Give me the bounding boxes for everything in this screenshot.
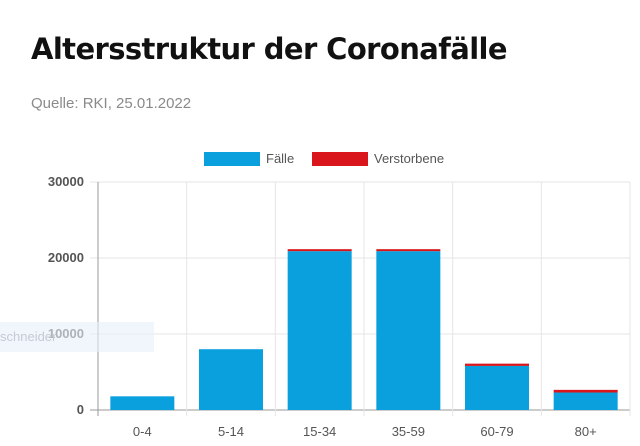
bar-faelle-80+[interactable] (553, 392, 618, 410)
bar-verstorbene-80+[interactable] (553, 389, 618, 393)
chart-title: Altersstruktur der Coronafälle (31, 32, 508, 66)
legend-swatch-verstorbene (312, 152, 368, 166)
bar-faelle-5-14[interactable] (199, 349, 263, 410)
x-tick-label: 60-79 (480, 424, 513, 439)
bar-verstorbene-60-79[interactable] (465, 363, 529, 366)
bar-faelle-35-59[interactable] (376, 251, 441, 410)
x-tick-label: 35-59 (392, 424, 425, 439)
bars (110, 249, 618, 410)
bar-faelle-15-34[interactable] (287, 251, 352, 410)
bar-verstorbene-35-59[interactable] (376, 249, 441, 252)
source-note: Quelle: RKI, 25.01.2022 (31, 95, 192, 112)
legend-label-verstorbene: Verstorbene (374, 151, 445, 166)
grid-lines (90, 181, 631, 416)
legend-label-faelle: Fälle (266, 151, 295, 166)
bar-faelle-60-79[interactable] (465, 365, 529, 410)
y-tick-label: 0 (77, 402, 84, 417)
y-tick-label: 30000 (48, 174, 84, 189)
x-tick-label: 80+ (575, 424, 597, 439)
bar-verstorbene-15-34[interactable] (287, 249, 352, 252)
x-tick-label: 5-14 (218, 424, 244, 439)
bar-faelle-0-4[interactable] (110, 396, 175, 410)
x-tick-label: 0-4 (133, 424, 152, 439)
x-tick-label: 15-34 (303, 424, 336, 439)
y-tick-label: 20000 (48, 250, 84, 265)
y-axis-ticks: 0100002000030000 (48, 174, 84, 417)
x-axis-ticks: 0-4 5-14 15-34 35-59 60-79 80+ (133, 424, 597, 439)
search-overlay-ghost: schneider (0, 322, 154, 352)
legend-swatch-faelle (204, 152, 260, 166)
